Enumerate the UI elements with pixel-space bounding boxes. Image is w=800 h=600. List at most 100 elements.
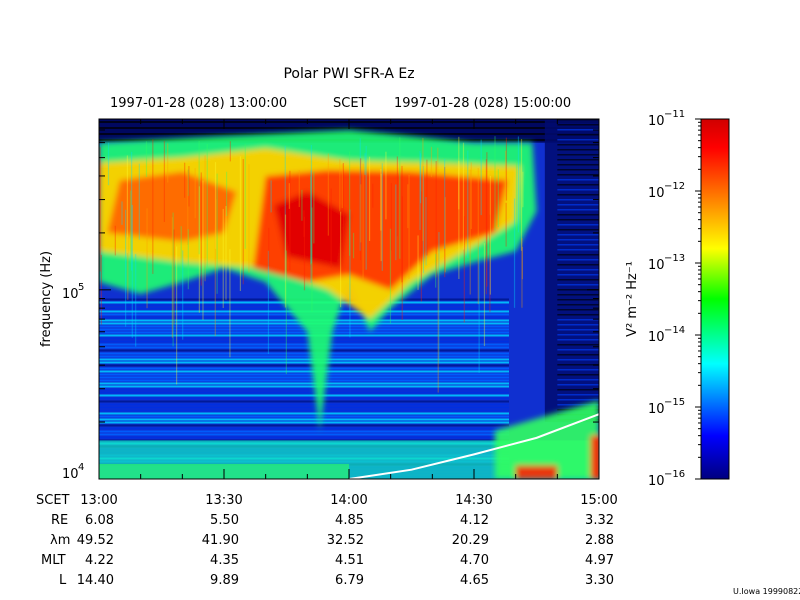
row-label-scet: SCET (36, 493, 70, 508)
emission-streak (520, 138, 523, 251)
emission-streak (408, 174, 410, 279)
emission-layer (99, 129, 537, 431)
spec-right-stripe (557, 344, 599, 346)
colorbar-tick-exp: −11 (664, 109, 685, 120)
y-tick-1e4: 10 4 (62, 462, 84, 482)
spec-right-stripe (557, 294, 599, 296)
emission-streak (399, 137, 401, 259)
spec-right-stripe (557, 154, 599, 156)
ephemeris-scet-value: 13:00 (80, 493, 117, 508)
emission-streak (348, 151, 351, 256)
emission-streak (248, 164, 250, 273)
y-tick-exp: 4 (78, 462, 84, 473)
emission-streak (303, 216, 306, 291)
ephemeris-l-value: 9.89 (210, 573, 239, 588)
spec-right-stripe (557, 134, 599, 136)
spec-band (99, 379, 509, 382)
emission-hot-1 (107, 171, 237, 242)
spec-right-stripe (557, 364, 599, 366)
time-mid-label: SCET (333, 96, 367, 111)
emission-streak (194, 168, 196, 219)
spec-right-stripe (557, 284, 599, 286)
spec-right-stripe (557, 244, 599, 246)
row-label-re: RE (51, 513, 68, 528)
spec-right-stripe (557, 309, 599, 311)
spec-right-stripe (557, 374, 599, 376)
emission-streak (135, 253, 137, 347)
emission-streak (301, 189, 303, 221)
emission-streak (401, 165, 403, 283)
emission-streak (188, 166, 190, 207)
emission-streak (126, 155, 129, 254)
emission-streak (173, 229, 175, 325)
emission-streak (215, 199, 217, 234)
emission-streak (368, 156, 371, 241)
emission-streak (225, 206, 227, 300)
ephemeris-l-value: 4.65 (460, 573, 489, 588)
emission-streak (131, 204, 133, 338)
lowfreq-green (494, 400, 599, 479)
spec-band (99, 331, 509, 334)
emission-streak (229, 249, 231, 358)
colorbar-tick-base: 10 (648, 258, 665, 273)
chart-title: Polar PWI SFR-A Ez (283, 66, 414, 82)
ephemeris-re-value: 4.85 (335, 513, 364, 528)
spectrogram-image (99, 119, 599, 479)
spec-right-stripe (557, 224, 599, 226)
row-label-mlt: MLT (41, 553, 66, 568)
emission-streak (463, 216, 465, 323)
emission-streak (152, 139, 154, 274)
spec-right-stripe (557, 359, 599, 361)
emission-streak (396, 156, 398, 237)
spec-band (99, 415, 509, 418)
ephemeris-mlt-value: 4.70 (460, 553, 489, 568)
emission-streak (270, 180, 272, 213)
spec-right-stripe (557, 229, 599, 231)
emission-streak (330, 188, 332, 268)
colorbar (700, 118, 730, 480)
spec-band (99, 373, 509, 376)
emission-streak (138, 163, 140, 240)
spec-right-stripe (557, 199, 599, 201)
emission-streak (214, 162, 217, 249)
emission-streak (349, 209, 351, 338)
colorbar-ticks (695, 118, 701, 480)
emission-streak (187, 229, 189, 290)
ephemeris-re-value: 3.32 (585, 513, 614, 528)
spec-right-stripe (557, 129, 599, 131)
emission-streak (289, 170, 291, 271)
emission-streak (494, 136, 496, 231)
emission-streak (172, 212, 174, 347)
lowfreq-enhancement (494, 400, 599, 479)
ephemeris-l-value: 14.40 (77, 573, 114, 588)
emission-streak (485, 159, 487, 295)
emission-streak (127, 237, 129, 300)
spec-band (99, 406, 509, 409)
emission-streak (310, 176, 312, 265)
time-end-label: 1997-01-28 (028) 15:00:00 (394, 96, 571, 111)
emission-streak (176, 246, 178, 385)
emission-streak (437, 253, 439, 393)
emission-streak (288, 183, 291, 209)
spec-right-stripe (557, 124, 599, 126)
emission-streak (242, 159, 244, 285)
credit-text: U.Iowa 19990822 (733, 587, 800, 596)
spec-right-stripe (557, 329, 599, 331)
axis-ticks (98, 118, 600, 480)
emission-streak (359, 138, 361, 251)
emission-streak (522, 171, 524, 208)
spec-band (99, 328, 509, 331)
spec-right-stripe (557, 289, 599, 291)
colorbar-tick-base: 10 (648, 186, 665, 201)
spec-right-stripe (557, 214, 599, 216)
ephemeris-table: SCET RE λm MLT L 13:00 6.08 49.52 4.22 14.40… (36, 493, 618, 588)
emission-streak (364, 153, 366, 175)
row-label-lambda: λm (50, 533, 70, 548)
spec-right-stripe (557, 369, 599, 371)
emission-streak (437, 147, 439, 173)
emission-streak (311, 207, 313, 312)
emission-streak (284, 145, 286, 282)
spec-band (99, 412, 509, 415)
emission-streak (438, 232, 440, 362)
y-tick-base: 10 (62, 467, 79, 482)
